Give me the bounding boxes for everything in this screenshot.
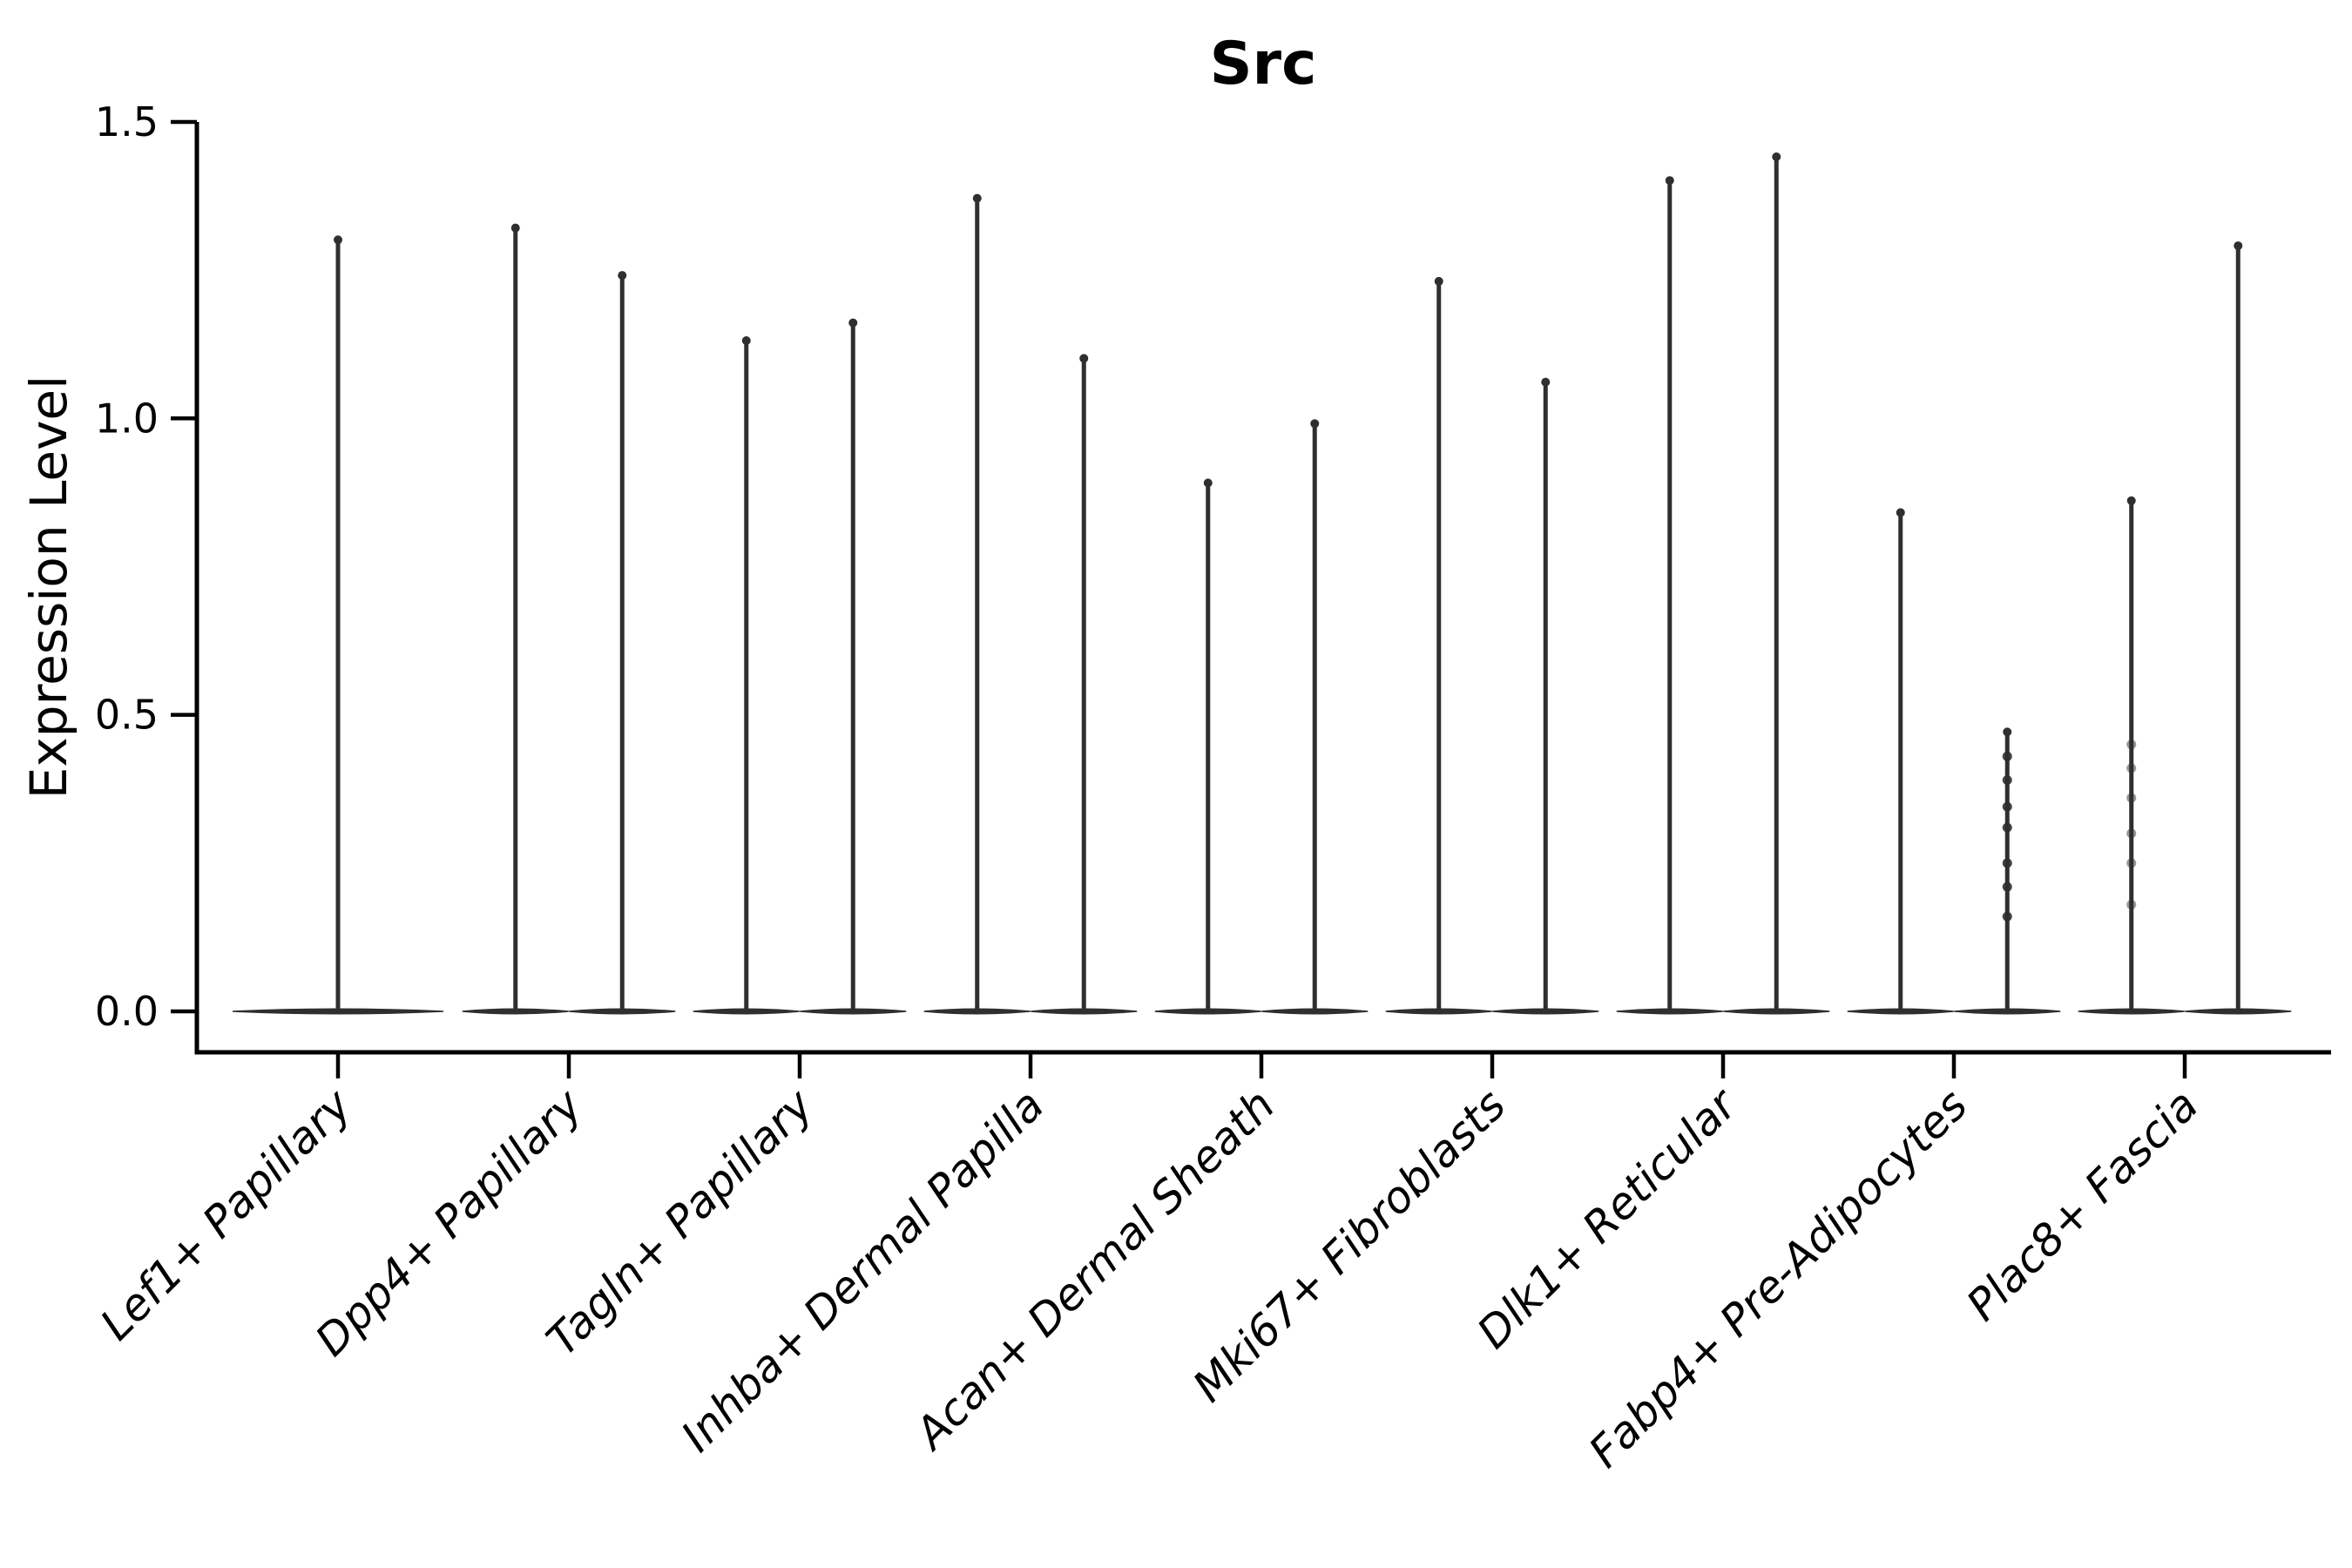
plot-title: Src (1210, 30, 1317, 98)
y-tick-label: 1.0 (95, 395, 159, 442)
violins-layer (232, 152, 2292, 1015)
violin-spike-tip (618, 271, 627, 280)
violin-spike-tip (1434, 276, 1443, 286)
jitter-dot (2126, 763, 2137, 774)
violin-spike-tip (1541, 377, 1551, 387)
violin-spike-tip (1896, 508, 1905, 517)
violin-spike-tip (2003, 727, 2012, 737)
jitter-dot (2002, 822, 2012, 833)
jitter-dot (2126, 740, 2137, 750)
x-tick-label: Fabp4+ Pre-Adipocytes (1579, 1079, 1977, 1477)
violin-spike-tip (1665, 176, 1674, 186)
y-tick-label: 0.0 (95, 988, 159, 1035)
x-tick-label: Plac8+ Fascia (1957, 1079, 2208, 1330)
jitter-dot (2002, 751, 2012, 761)
violin-spike-tip (1079, 354, 1089, 363)
violin-spike-tip (1310, 419, 1320, 429)
x-tick-label: Lef1+ Papillary (91, 1078, 362, 1349)
jitter-dot (2002, 801, 2012, 812)
jitter-dot (2126, 899, 2137, 909)
jitter-dot (2002, 858, 2012, 868)
y-axis-label: Expression Level (19, 375, 78, 799)
violin-spike-tip (1772, 152, 1781, 161)
jitter-dot (2126, 793, 2137, 803)
violin-spike-tip (741, 336, 751, 346)
violin-spike-tip (2234, 241, 2243, 251)
jitter-dot (2126, 858, 2137, 868)
violin-spike-tip (1203, 478, 1213, 488)
y-tick-label: 0.5 (95, 692, 159, 739)
violin-spike-tip (334, 235, 342, 245)
violin-spike-tip (2126, 496, 2136, 505)
violin-spike-tip (510, 223, 520, 233)
violin-spike-tip (848, 318, 858, 328)
jitter-dot (2002, 882, 2012, 892)
jitter-dot (2002, 775, 2012, 786)
violin-spike-tip (972, 193, 982, 203)
jitter-dot (2002, 911, 2012, 922)
y-tick-label: 1.5 (95, 98, 159, 145)
jitter-dot (2126, 828, 2137, 839)
